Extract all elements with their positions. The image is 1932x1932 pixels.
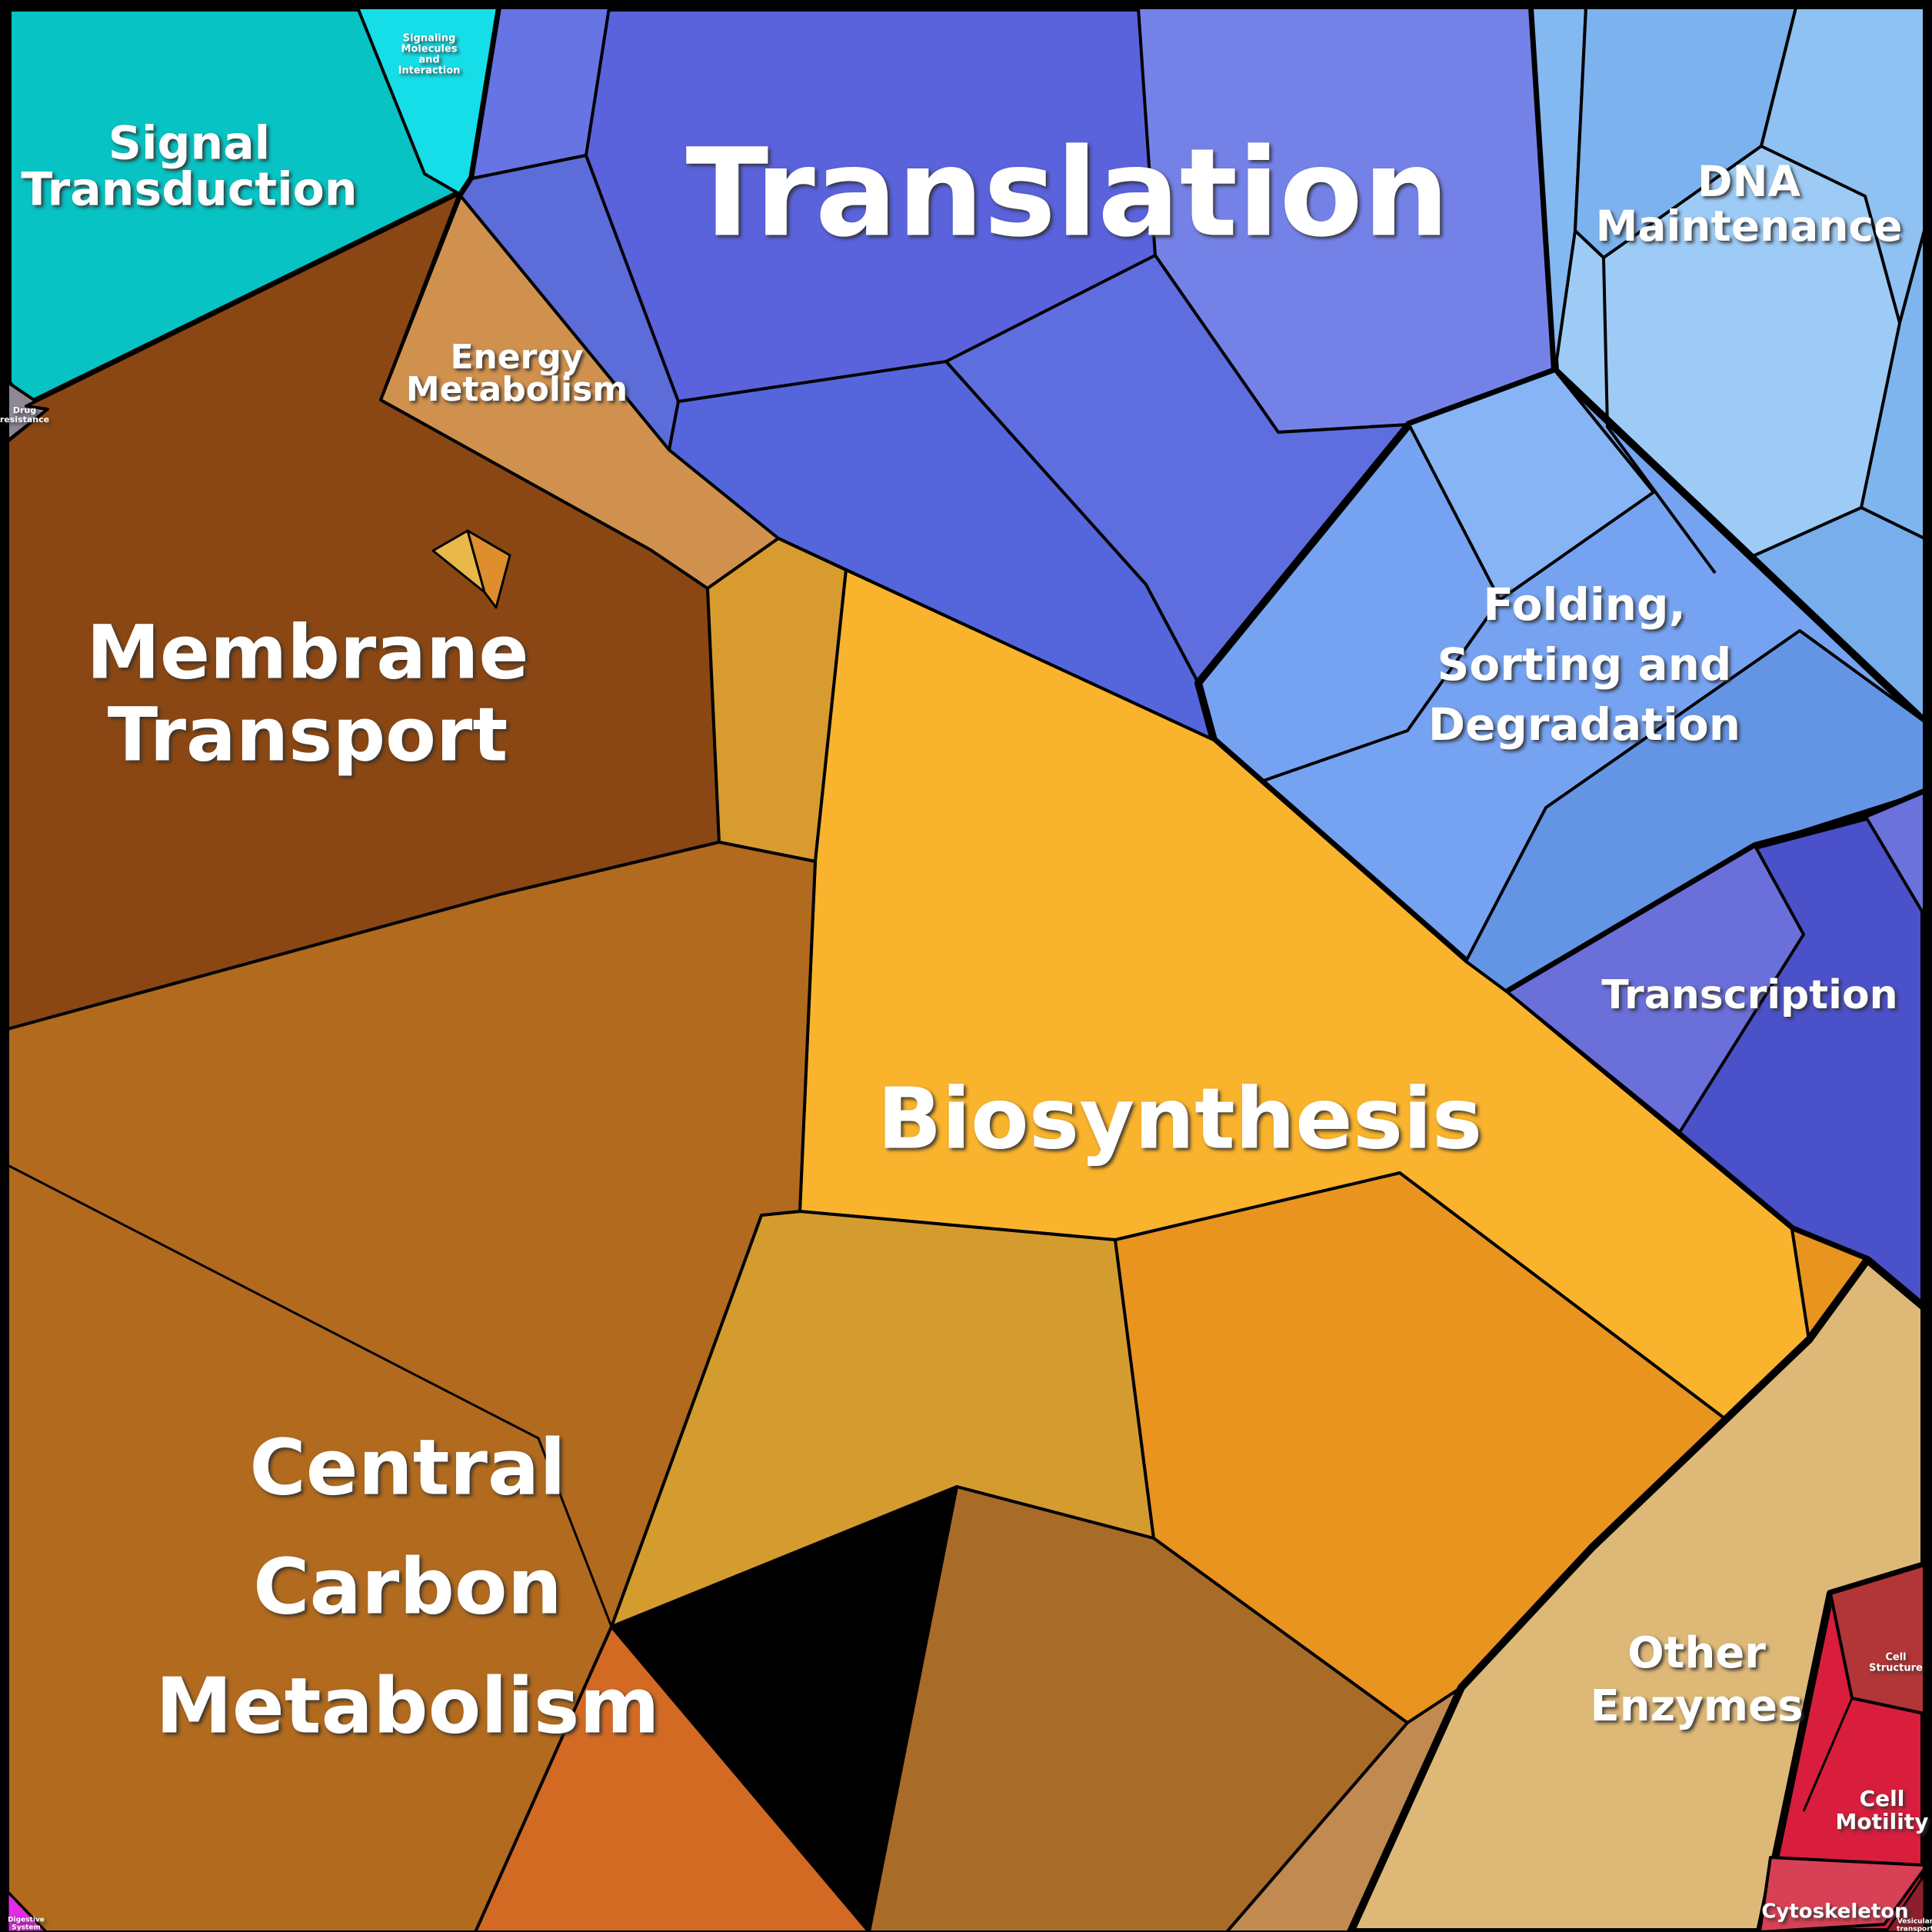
transcription-sub-1[interactable]: [1506, 844, 1805, 1134]
dna-inner-border: [1602, 257, 1717, 575]
digestive-system-cell[interactable]: [6, 1890, 48, 1932]
folding-sub-1[interactable]: [1407, 369, 1655, 601]
dna-sub-2[interactable]: [1574, 6, 1797, 259]
motility-inner-border: [1802, 1697, 1854, 1812]
ccm-inner-border: [7, 1164, 613, 1627]
cytoskeleton-cell[interactable]: [1758, 1856, 1926, 1932]
cell-structure-cell[interactable]: [1829, 1564, 1926, 1715]
transcription-sub-2[interactable]: [1864, 791, 1926, 917]
folding-inner-border: [1261, 598, 1501, 783]
metabolism-wedge-orange[interactable]: [466, 529, 511, 609]
vesicular-transport-cell[interactable]: [1884, 1874, 1926, 1932]
